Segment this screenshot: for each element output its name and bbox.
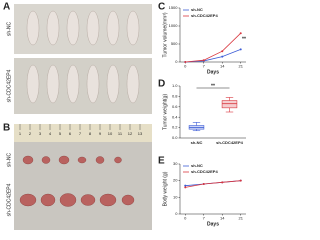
y-tick-label: 0 [175, 59, 178, 64]
ruler-label: 6 [69, 131, 72, 136]
y-tick-label: 500 [171, 41, 178, 46]
annotation: ** [211, 83, 215, 89]
point [184, 186, 187, 189]
ruler-label: 10 [108, 131, 113, 136]
panel-label: B [3, 123, 10, 134]
y-tick-label: 0 [175, 211, 178, 216]
x-tick-label: sh-NC [191, 140, 203, 145]
y-tick-label: 0.6 [172, 104, 178, 109]
point [202, 183, 205, 185]
x-tick-label: 21 [238, 216, 243, 221]
group-label: sh-CDC42EP4 [6, 183, 12, 216]
ruler-label: 1 [19, 131, 22, 136]
x-tick-label: 7 [203, 216, 206, 221]
series-line [185, 32, 241, 63]
x-axis-label: Days [207, 69, 219, 75]
x-tick-label: 0 [184, 216, 187, 221]
y-tick-label: 20 [173, 178, 178, 183]
ruler-label: 4 [49, 131, 52, 136]
series-line [185, 180, 241, 188]
ruler-label: 2 [29, 131, 32, 136]
point [239, 48, 242, 51]
tumors [19, 155, 135, 207]
group-label: sh-CDC42EP4 [6, 69, 12, 102]
y-tick-label: 0.4 [172, 114, 178, 119]
y-axis-label: Body weight (g) [162, 171, 168, 206]
ruler-label: 12 [128, 131, 133, 136]
ruler-label: 13 [138, 131, 143, 136]
figure: A sh-NC sh-CDC42EP4 1 2 3 4 5 6 7 8 9 10 11 12 13 B … [3, 2, 246, 230]
y-tick-label: 0.2 [172, 125, 178, 130]
group-label: sh-NC [6, 22, 12, 37]
y-axis-label: Tumor weight(g) [162, 94, 168, 131]
panel-label: E [158, 156, 165, 167]
x-tick-label: 21 [238, 64, 243, 69]
panel-label: D [158, 79, 165, 90]
ruler-label: 5 [59, 131, 62, 136]
annotation: ** [242, 37, 246, 43]
y-tick-label: 1.0 [172, 83, 178, 88]
x-tick-label: 7 [203, 64, 206, 69]
x-tick-label: 0 [184, 64, 187, 69]
group-label: sh-NC [6, 153, 12, 168]
legend-label: sh-NC [191, 163, 203, 168]
y-tick-label: 10 [173, 194, 178, 199]
x-tick-label: sh-CDC42EP4 [216, 140, 243, 145]
point [184, 184, 187, 187]
panel-label: C [158, 2, 165, 13]
legend-label: sh-NC [191, 7, 203, 12]
panel-label: A [3, 2, 10, 13]
point [221, 50, 224, 53]
point [221, 181, 224, 184]
x-axis-label: Days [207, 221, 219, 227]
legend-label: sh-CDC42EP4 [191, 13, 218, 18]
legend-label: sh-CDC42EP4 [191, 169, 218, 174]
y-tick-label: 0.8 [172, 93, 178, 98]
point [184, 61, 187, 63]
y-tick-label: 1500 [169, 5, 179, 10]
point [202, 59, 205, 62]
box [221, 100, 238, 109]
point [239, 32, 242, 35]
point [239, 179, 242, 182]
y-tick-label: 1000 [169, 23, 179, 28]
ruler-label: 7 [79, 131, 82, 136]
x-tick-label: 14 [220, 64, 225, 69]
ruler-label: 8 [89, 131, 92, 136]
mice [26, 10, 140, 104]
y-tick-label: 30 [173, 161, 178, 166]
ruler-marks: 1 2 3 4 5 6 7 8 9 10 11 12 13 [19, 124, 143, 136]
ruler-label: 9 [99, 131, 102, 136]
ruler-label: 11 [118, 131, 123, 136]
ruler [14, 124, 152, 142]
y-axis-label: Tumor volume(mm³) [162, 12, 168, 57]
point [221, 55, 224, 58]
y-tick-label: 0.0 [172, 135, 178, 140]
x-tick-label: 14 [220, 216, 225, 221]
ruler-label: 3 [39, 131, 42, 136]
